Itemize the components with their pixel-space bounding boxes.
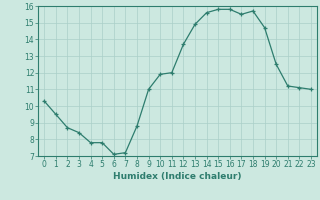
- X-axis label: Humidex (Indice chaleur): Humidex (Indice chaleur): [113, 172, 242, 181]
